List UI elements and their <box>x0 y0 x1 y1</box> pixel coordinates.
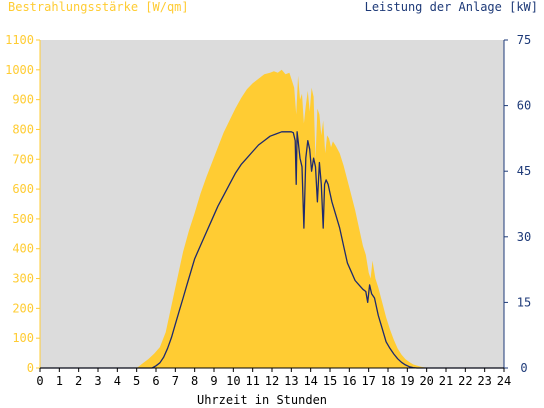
x-tick-label: 16 <box>342 374 356 388</box>
left-tick-label: 800 <box>12 122 34 136</box>
left-tick-label: 300 <box>12 272 34 286</box>
x-tick-label: 23 <box>477 374 491 388</box>
right-tick-label: 15 <box>517 295 531 309</box>
right-tick-label: 0 <box>520 361 527 375</box>
right-tick-label: 45 <box>517 164 531 178</box>
x-tick-label: 15 <box>323 374 337 388</box>
series-layer <box>40 69 504 369</box>
x-tick-label: 21 <box>439 374 453 388</box>
x-tick-label: 14 <box>303 374 317 388</box>
left-axis-title: Bestrahlungsstärke [W/qm] <box>8 0 189 14</box>
x-tick-label: 9 <box>210 374 217 388</box>
x-tick-label: 19 <box>400 374 414 388</box>
right-tick-label: 60 <box>517 99 531 113</box>
left-tick-label: 200 <box>12 301 34 315</box>
x-tick-label: 11 <box>245 374 259 388</box>
left-tick-label: 1100 <box>5 33 34 47</box>
left-tick-label: 500 <box>12 212 34 226</box>
x-tick-label: 24 <box>497 374 511 388</box>
x-tick-label: 5 <box>133 374 140 388</box>
x-tick-label: 6 <box>152 374 159 388</box>
irradiance-area <box>40 69 504 369</box>
x-tick-label: 3 <box>94 374 101 388</box>
left-tick-label: 900 <box>12 93 34 107</box>
left-tick-label: 400 <box>12 242 34 256</box>
x-tick-label: 10 <box>226 374 240 388</box>
left-tick-label: 100 <box>12 331 34 345</box>
x-tick-label: 1 <box>56 374 63 388</box>
x-tick-label: 20 <box>419 374 433 388</box>
x-tick-label: 8 <box>191 374 198 388</box>
left-tick-label: 600 <box>12 182 34 196</box>
left-tick-label: 0 <box>27 361 34 375</box>
left-tick-label: 1000 <box>5 63 34 77</box>
axes-layer: 0100200300400500600700800900100011000153… <box>5 33 531 388</box>
right-tick-label: 75 <box>517 33 531 47</box>
left-tick-label: 700 <box>12 152 34 166</box>
right-axis-title: Leistung der Anlage [kW] <box>365 0 538 14</box>
x-tick-label: 4 <box>114 374 121 388</box>
x-tick-label: 18 <box>381 374 395 388</box>
x-tick-label: 22 <box>458 374 472 388</box>
power-line <box>40 131 504 369</box>
x-tick-label: 7 <box>172 374 179 388</box>
x-tick-label: 17 <box>361 374 375 388</box>
x-tick-label: 12 <box>265 374 279 388</box>
x-tick-label: 2 <box>75 374 82 388</box>
x-tick-label: 0 <box>36 374 43 388</box>
right-tick-label: 30 <box>517 230 531 244</box>
x-tick-label: 13 <box>284 374 298 388</box>
x-axis-title: Uhrzeit in Stunden <box>197 393 327 407</box>
